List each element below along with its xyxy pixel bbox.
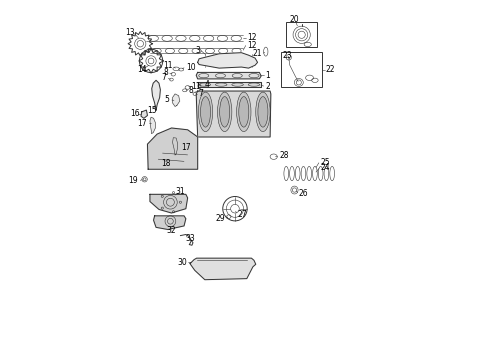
Text: 28: 28 (279, 151, 289, 160)
Text: 4: 4 (205, 81, 210, 90)
Bar (281, 52, 322, 87)
Text: 19: 19 (128, 176, 137, 185)
Text: 30: 30 (177, 258, 187, 267)
Text: 11: 11 (191, 82, 201, 91)
Polygon shape (153, 216, 186, 229)
Text: 24: 24 (320, 163, 330, 172)
Text: 15: 15 (147, 105, 157, 114)
Polygon shape (172, 138, 177, 155)
Polygon shape (152, 80, 160, 110)
Text: 16: 16 (130, 109, 139, 118)
Polygon shape (141, 110, 147, 118)
Polygon shape (150, 194, 188, 213)
Ellipse shape (198, 92, 213, 132)
Text: 27: 27 (237, 210, 247, 219)
Text: 8: 8 (163, 68, 168, 77)
Text: 2: 2 (265, 82, 270, 91)
Bar (286, 22, 317, 47)
Text: 33: 33 (186, 234, 196, 243)
Text: 3: 3 (196, 46, 200, 55)
Text: 20: 20 (289, 15, 299, 24)
Text: 12: 12 (247, 41, 256, 50)
Text: 1: 1 (265, 71, 270, 80)
Ellipse shape (218, 92, 232, 132)
Text: 23: 23 (283, 51, 292, 60)
Text: 17: 17 (181, 143, 191, 152)
Polygon shape (172, 94, 180, 107)
Text: 18: 18 (161, 159, 171, 168)
Text: 13: 13 (125, 28, 134, 37)
Text: 25: 25 (320, 158, 330, 167)
Text: 10: 10 (186, 63, 196, 72)
Text: 8: 8 (188, 86, 193, 95)
Ellipse shape (258, 96, 268, 127)
Ellipse shape (200, 96, 211, 127)
Text: 17: 17 (137, 119, 147, 128)
Polygon shape (196, 91, 271, 137)
Ellipse shape (237, 92, 251, 132)
Polygon shape (197, 53, 258, 68)
Ellipse shape (220, 96, 230, 127)
Polygon shape (196, 72, 261, 79)
Text: 29: 29 (216, 214, 225, 223)
Polygon shape (147, 128, 197, 169)
Ellipse shape (239, 96, 249, 127)
Text: 22: 22 (326, 65, 335, 74)
Polygon shape (190, 258, 256, 280)
Text: 21: 21 (253, 49, 262, 58)
Text: 26: 26 (299, 189, 308, 198)
Text: 12: 12 (247, 33, 256, 42)
Polygon shape (150, 117, 155, 134)
Text: 5: 5 (165, 95, 170, 104)
Text: 7: 7 (198, 89, 203, 98)
Text: 14: 14 (137, 65, 147, 74)
Polygon shape (197, 82, 261, 87)
Text: 7: 7 (161, 73, 166, 82)
Text: 31: 31 (175, 187, 185, 196)
Text: 11: 11 (163, 62, 172, 71)
Text: 32: 32 (167, 226, 176, 235)
Ellipse shape (256, 92, 270, 132)
